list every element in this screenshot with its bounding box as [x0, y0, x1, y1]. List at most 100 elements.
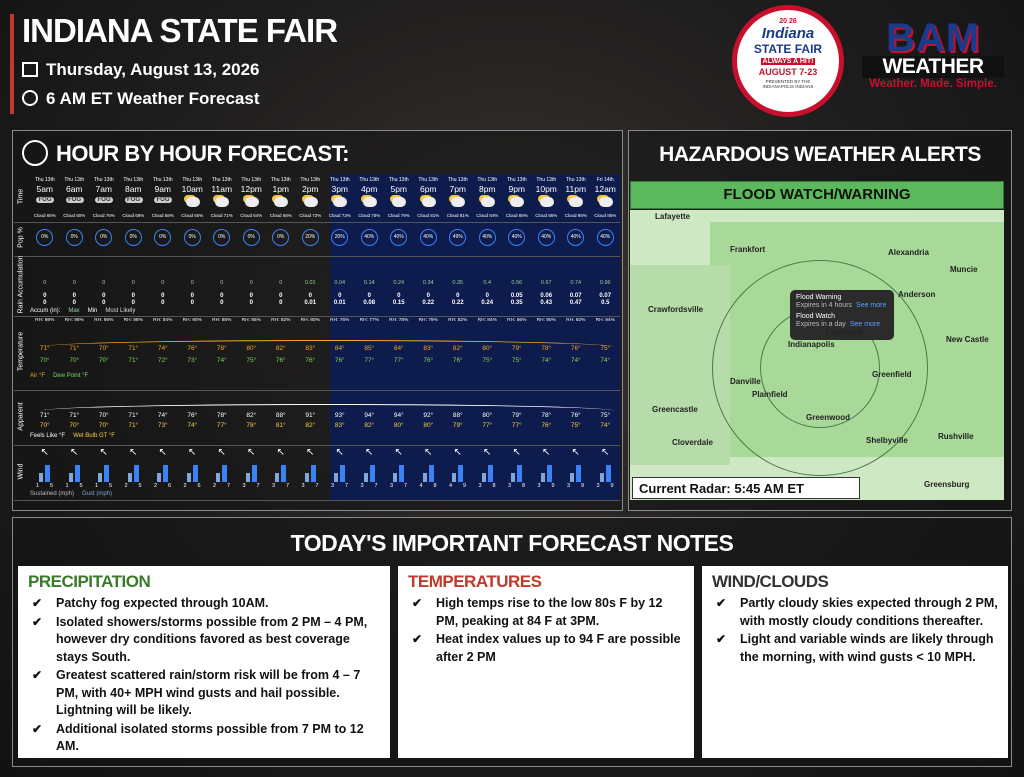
city-label: Crawfordsville — [648, 305, 704, 314]
wet-bulb: 78° — [246, 422, 257, 429]
rain-min: 0 — [131, 293, 135, 299]
popup-link[interactable]: See more — [849, 321, 881, 328]
gust-bar — [576, 465, 581, 482]
sustained: 1 — [94, 483, 99, 489]
cloud-cover: Cloud 68% — [122, 213, 145, 218]
pop-ring — [124, 229, 142, 246]
pop-ring — [65, 229, 83, 246]
legend-entry: Max — [68, 308, 80, 314]
rain-min: 0 — [426, 293, 430, 299]
legend-entry: Accum (in): — [30, 308, 61, 314]
date-text: Thursday, August 13, 2026 — [46, 60, 260, 79]
rain-min: 0.06 — [540, 293, 553, 299]
fair-dates: AUGUST 7-23 — [758, 67, 818, 77]
bam-text: BAM — [885, 16, 981, 60]
pop: 49% — [452, 234, 463, 240]
temp-curve — [40, 340, 615, 354]
pop-ring — [95, 229, 112, 246]
hour: 2pm — [301, 184, 319, 194]
wind-arrow: ↖ — [188, 447, 197, 458]
hour: 6pm — [419, 184, 437, 194]
dew-point: 72° — [157, 357, 168, 364]
city-label: Muncie — [950, 265, 978, 274]
cloud-cover: Cloud 71% — [210, 213, 233, 218]
rh: RH: 78% — [389, 318, 409, 323]
dew-point: 70° — [98, 357, 109, 364]
rain-likely: 0 — [190, 300, 194, 306]
pop: 40% — [482, 234, 493, 240]
hour: 5pm — [390, 184, 408, 194]
rain-min: 0 — [72, 293, 76, 299]
rain-min: 0 — [43, 293, 47, 299]
dew-point: 74° — [216, 357, 227, 364]
sustained: 3 — [301, 483, 305, 489]
popup-item: Flood Watch Expires in a day See more — [796, 313, 888, 329]
hour: 9am — [154, 184, 172, 194]
rain-likely: 0.43 — [540, 300, 553, 306]
gust: 5 — [49, 483, 54, 489]
cloud-cover: Cloud 81% — [446, 213, 469, 218]
dew-point: 76° — [334, 357, 345, 364]
note-heading: WIND/CLOUDS — [712, 572, 829, 591]
wind-bar — [540, 473, 545, 482]
city-label: New Castle — [946, 335, 989, 344]
radar-caption: Current Radar: 5:45 AM ET — [632, 477, 860, 499]
alerts-title: HAZARDOUS WEATHER ALERTS — [659, 143, 981, 166]
fair-presenter: PRESENTED BY THE INDIANAPOLIS INDIANS — [762, 79, 814, 89]
legend-entry: Gust (mph) — [82, 491, 113, 497]
cloud-cover: Cloud 79% — [387, 213, 410, 218]
wind-bar — [452, 473, 456, 482]
hour: 12am — [594, 184, 616, 194]
wet-bulb: 79° — [452, 422, 463, 429]
rain-max: 0 — [279, 280, 283, 286]
city-label: Anderson — [898, 290, 936, 299]
wind-arrow: ↖ — [129, 447, 138, 458]
time: 6 AM ET Weather Forecast — [22, 89, 260, 109]
gust: 9 — [580, 483, 585, 489]
hour: 7pm — [449, 184, 467, 194]
rain-likely: 0 — [249, 300, 253, 306]
weather-icon — [185, 197, 200, 207]
rain-max: 0 — [249, 280, 253, 286]
note-item: Greatest scattered rain/storm risk will … — [28, 667, 380, 720]
day: Thu 13th — [329, 177, 350, 183]
weather-icon — [303, 197, 318, 207]
hour: 5am — [36, 184, 54, 194]
day: Fri 14th — [596, 177, 614, 183]
note-box: TEMPERATURES High temps rise to the low 8… — [398, 566, 694, 758]
sustained: 2 — [183, 483, 187, 489]
day: Thu 13th — [418, 177, 439, 183]
rain-likely: 0 — [220, 300, 224, 306]
pop-ring — [331, 229, 348, 246]
rain-max: 0.74 — [570, 280, 582, 286]
cloud-cover: Cloud 81% — [417, 213, 440, 218]
fair-name: Indiana — [761, 25, 815, 42]
wet-bulb: 82° — [305, 422, 316, 429]
day: Thu 13th — [565, 177, 586, 183]
sustained: 3 — [389, 483, 394, 489]
gust: 7 — [285, 483, 290, 489]
rain-max: 0 — [190, 280, 194, 286]
popup-link[interactable]: See more — [856, 302, 887, 309]
city-label: Greencastle — [652, 405, 698, 414]
rh: RH: 80% — [300, 318, 320, 323]
wind-bar — [570, 473, 574, 482]
rain-min: 0 — [308, 293, 312, 299]
wind-arrow: ↖ — [512, 447, 521, 458]
hour: 12pm — [240, 184, 262, 194]
sustained: 3 — [478, 483, 482, 489]
gust: 5 — [108, 483, 113, 489]
wind-bar — [157, 473, 161, 482]
rain-likely: 0 — [72, 300, 76, 306]
gust: 7 — [256, 483, 260, 489]
bam-logo: BAM WEATHER Weather. Made. Simple. — [862, 16, 1004, 90]
note-heading: TEMPERATURES — [408, 572, 542, 591]
day: Thu 13th — [34, 177, 55, 183]
note-heading: PRECIPITATION — [28, 572, 151, 591]
sustained: 3 — [566, 483, 571, 489]
pop-ring — [213, 229, 230, 246]
wet-bulb: 70° — [98, 422, 109, 429]
rh: RH: 76% — [330, 318, 350, 323]
sustained: 2 — [153, 483, 158, 489]
rh: RH: 84% — [477, 318, 497, 323]
